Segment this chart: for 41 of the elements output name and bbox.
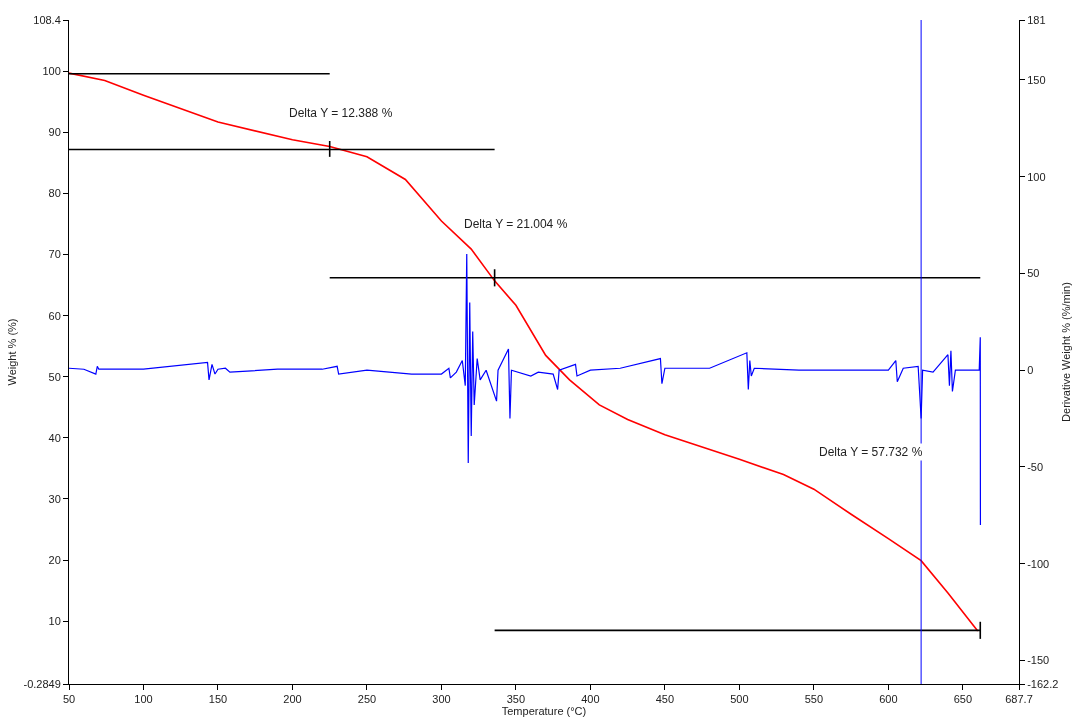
x-tick-label: 50 — [62, 693, 76, 706]
y2-tick-label: 100 — [1027, 170, 1046, 183]
y-tick-label: 70 — [48, 248, 61, 261]
x-axis-title: Temperature (°C) — [501, 705, 587, 718]
y2-tick-label: 150 — [1027, 73, 1046, 86]
x-tick-label: 650 — [953, 693, 973, 706]
y2-tick-label: -50 — [1027, 460, 1044, 473]
annotation: Delta Y = 12.388 % — [289, 106, 393, 120]
y-tick-label: 40 — [48, 431, 61, 444]
y-tick-label: 100 — [42, 65, 61, 78]
annotation: Delta Y = 57.732 % — [819, 445, 923, 459]
x-tick-label: 200 — [283, 693, 302, 706]
x-tick-label: 100 — [134, 693, 153, 706]
y-tick-label: 10 — [48, 615, 61, 628]
y-tick-label: 50 — [48, 370, 61, 383]
x-tick-label: 600 — [879, 693, 898, 706]
y-tick-label: 30 — [48, 492, 61, 505]
y-axis-title: Weight % (%) — [6, 318, 19, 386]
y2-axis-title: Derivative Weight % (%/min) — [1059, 282, 1072, 422]
x-tick-label: 250 — [357, 693, 377, 706]
x-tick-label: 550 — [804, 693, 824, 706]
y-tick-label: 20 — [48, 553, 61, 566]
x-tick-label: 150 — [208, 693, 228, 706]
x-tick-label: 300 — [432, 693, 451, 706]
x-tick-label: 500 — [730, 693, 749, 706]
x-tick-label: 400 — [581, 693, 600, 706]
y2-tick-label: 181 — [1027, 13, 1046, 26]
y2-tick-label: 50 — [1027, 267, 1040, 280]
y2-tick-label: 0 — [1027, 364, 1034, 377]
y-tick-label: 80 — [48, 187, 61, 200]
y2-tick-label: -100 — [1027, 557, 1050, 570]
y-tick-label: 108.4 — [33, 13, 61, 26]
x-tick-label: 687.7 — [1005, 693, 1033, 706]
y-tick-label: 60 — [48, 309, 61, 322]
annotation: Delta Y = 21.004 % — [464, 217, 568, 231]
y2-tick-label: -162.2 — [1027, 677, 1059, 690]
y2-tick-label: -150 — [1027, 654, 1050, 667]
y-tick-label: 90 — [48, 126, 61, 139]
x-tick-label: 350 — [506, 693, 526, 706]
y-tick-label: -0.2849 — [23, 677, 61, 690]
x-tick-label: 450 — [655, 693, 675, 706]
